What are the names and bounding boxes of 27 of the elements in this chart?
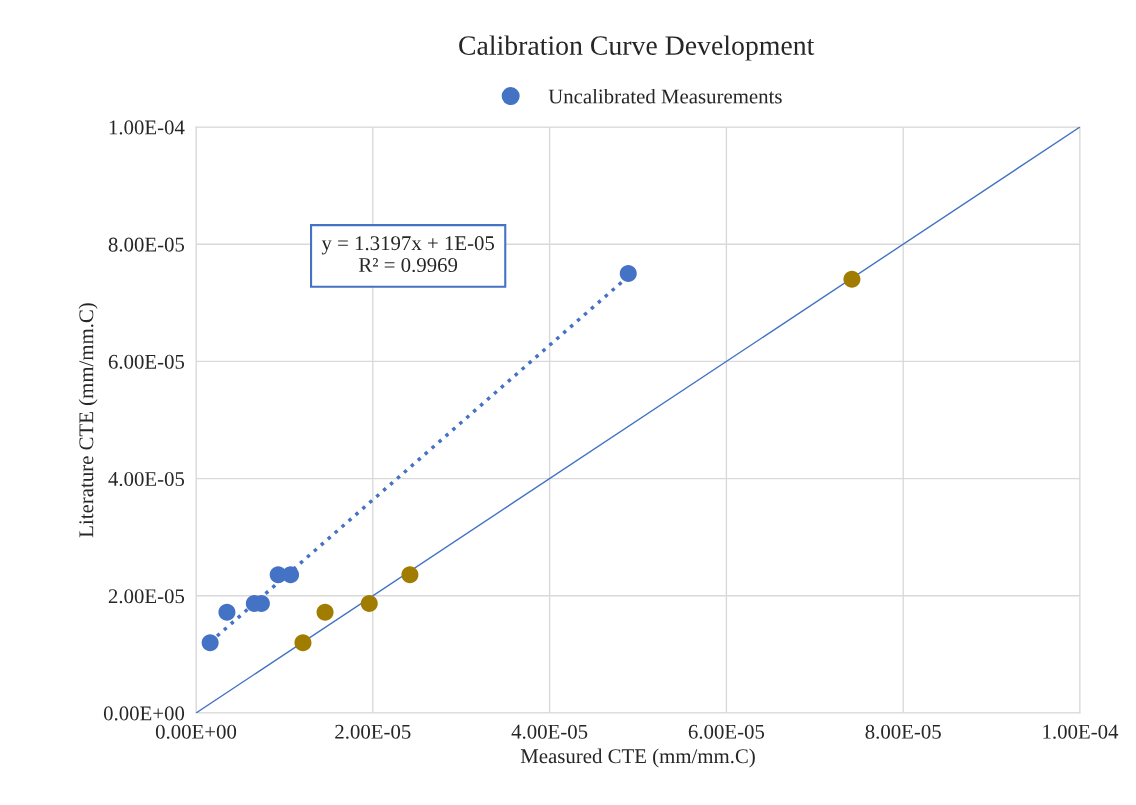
y-axis-title: Literature CTE (mm/mm.C) — [78, 303, 98, 538]
point — [360, 594, 378, 612]
x-tick-label: 2.00E-05 — [335, 724, 411, 739]
annotation: R² = 0.9969 — [358, 257, 458, 273]
x-tick-label: 1.00E-04 — [1043, 724, 1119, 739]
y-tick-label: 4.00E-05 — [108, 471, 185, 487]
annotation: y = 1.3197x + 1E-05 — [321, 236, 495, 255]
x-tick-label: 4.00E-05 — [511, 724, 588, 739]
x-tick-label: 8.00E-05 — [865, 724, 941, 739]
point — [619, 264, 637, 283]
y-tick-label: 0.00E+00 — [103, 706, 185, 721]
y-tick-label: 8.00E-05 — [108, 237, 185, 252]
chart-title: Calibration Curve Development — [459, 35, 815, 61]
point — [218, 603, 236, 621]
x-axis-title: Measured CTE (mm/mm.C) — [520, 748, 755, 768]
point — [294, 634, 312, 652]
legend-label: Uncalibrated Measurements — [548, 88, 782, 104]
y-tick-label: 6.00E-05 — [108, 354, 185, 369]
y-tick-label: 1.00E-04 — [109, 120, 185, 135]
point — [201, 634, 219, 652]
x-tick-label: 6.00E-05 — [688, 724, 765, 739]
point — [401, 566, 419, 584]
point — [843, 270, 861, 288]
point — [282, 566, 300, 584]
x-tick-label: 0.00E+00 — [155, 724, 237, 739]
y-tick-label: 2.00E-05 — [108, 589, 185, 604]
point — [316, 603, 334, 621]
